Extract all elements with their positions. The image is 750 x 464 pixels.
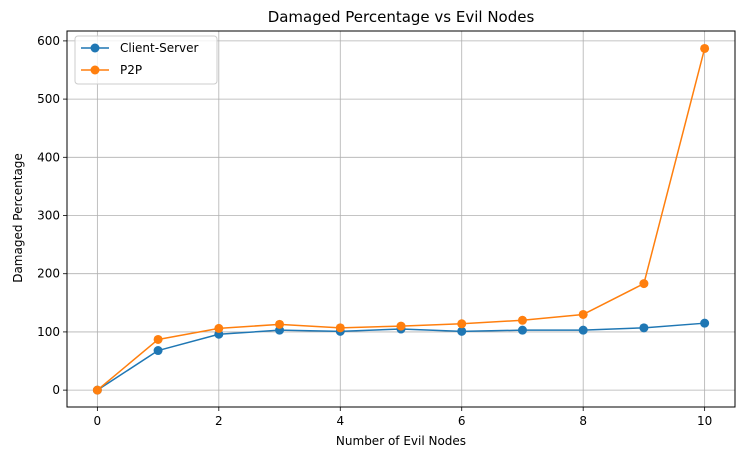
- series-layer: [92, 43, 710, 395]
- data-point-p2p: [396, 321, 406, 331]
- y-tick-label: 0: [52, 383, 60, 397]
- data-point-client-server: [153, 346, 163, 356]
- legend-box: [74, 35, 218, 85]
- data-point-client-server: [517, 325, 527, 335]
- series-p2p: [92, 43, 710, 395]
- x-tick-label: 2: [215, 414, 223, 428]
- x-tick-label: 10: [697, 414, 712, 428]
- plot-frame: [66, 30, 736, 408]
- y-tick-label: 300: [37, 209, 60, 223]
- data-point-p2p: [517, 315, 527, 325]
- y-tick-label: 100: [37, 325, 60, 339]
- data-point-p2p: [457, 319, 467, 329]
- legend-label-client-server: Client-Server: [120, 41, 198, 55]
- y-tick-label: 400: [37, 150, 60, 164]
- data-point-p2p: [275, 319, 285, 329]
- x-axis-ticks: 0 2 4 6 8 10: [94, 407, 712, 428]
- data-point-p2p: [639, 279, 649, 289]
- data-point-client-server: [578, 325, 588, 335]
- legend-marker-p2p: [90, 65, 100, 75]
- data-point-p2p: [578, 309, 588, 319]
- data-point-client-server: [700, 318, 710, 328]
- y-axis-label: Damaged Percentage: [11, 153, 25, 283]
- x-tick-label: 0: [94, 414, 102, 428]
- chart-title: Damaged Percentage vs Evil Nodes: [268, 8, 535, 26]
- grid-lines: [67, 31, 735, 407]
- legend-label-p2p: P2P: [120, 63, 142, 77]
- data-point-client-server: [457, 326, 467, 336]
- data-point-p2p: [335, 323, 345, 333]
- y-tick-label: 200: [37, 267, 60, 281]
- legend: Client-Server P2P: [74, 35, 218, 85]
- x-tick-label: 6: [458, 414, 466, 428]
- x-tick-label: 4: [336, 414, 344, 428]
- x-tick-label: 8: [579, 414, 587, 428]
- data-point-p2p: [92, 385, 102, 395]
- data-point-p2p: [153, 334, 163, 344]
- y-axis-ticks: 0 100 200 300 400 500 600: [37, 34, 67, 397]
- data-point-client-server: [639, 323, 649, 333]
- x-axis-label: Number of Evil Nodes: [336, 434, 466, 448]
- y-tick-label: 500: [37, 92, 60, 106]
- legend-marker-client-server: [90, 43, 100, 53]
- data-point-p2p: [700, 43, 710, 53]
- y-tick-label: 600: [37, 34, 60, 48]
- data-point-p2p: [214, 323, 224, 333]
